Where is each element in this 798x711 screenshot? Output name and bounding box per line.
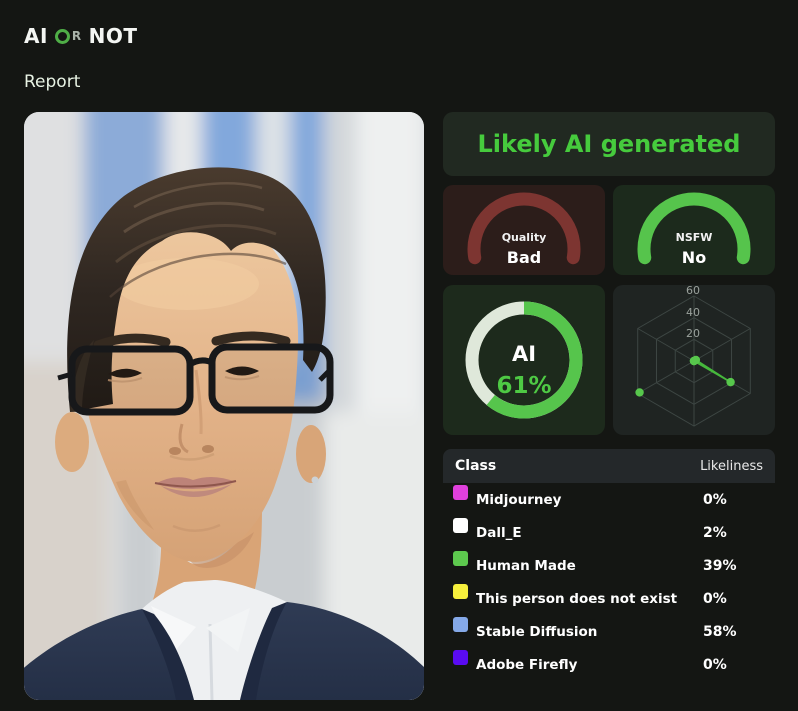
likeliness-table: Class Likeliness Midjourney 0% Dall_E 2% Hum… (443, 449, 775, 681)
ai-donut-panel: AI 61% (443, 285, 605, 435)
likeliness-value: 39% (703, 557, 737, 574)
table-row: Human Made 39% (443, 549, 775, 582)
logo-not-text: NOT (88, 24, 138, 48)
svg-text:40: 40 (686, 306, 700, 319)
gauge-nsfw: NSFW No (613, 185, 775, 275)
class-color-swatch (453, 518, 468, 533)
gauge-value: Bad (506, 248, 542, 267)
analyzed-photo (24, 112, 424, 700)
app-logo[interactable]: AI R NOT (24, 24, 138, 48)
class-label: Midjourney (476, 491, 562, 508)
table-row: Midjourney 0% (443, 483, 775, 516)
gauge-value: No (681, 248, 707, 267)
class-label: Stable Diffusion (476, 623, 598, 640)
charts-row: AI 61% 20 40 60 (443, 284, 775, 435)
radar-panel: 20 40 60 (613, 284, 775, 435)
likeliness-value: 2% (703, 524, 727, 541)
table-row: Adobe Firefly 0% (443, 648, 775, 681)
verdict-text: Likely AI generated (477, 130, 741, 158)
likeliness-value: 0% (703, 590, 727, 607)
gauges-row: Quality Bad NSFW No (443, 185, 775, 275)
class-color-swatch (453, 551, 468, 566)
table-row: Stable Diffusion 58% (443, 615, 775, 648)
class-label: Human Made (476, 557, 576, 574)
class-header: Class (455, 458, 497, 474)
gauge-label: NSFW (675, 231, 713, 244)
verdict-banner: Likely AI generated (443, 112, 775, 176)
ai-donut-label: AI (511, 342, 537, 366)
logo-or: R (54, 28, 82, 44)
class-color-swatch (453, 485, 468, 500)
likeliness-value: 58% (703, 623, 737, 640)
page-title: Report (24, 72, 81, 92)
ai-donut-percent: 61% (496, 373, 552, 399)
likeliness-header: Likeliness (700, 458, 763, 474)
logo-r-text: R (71, 29, 82, 43)
class-label: Dall_E (476, 524, 522, 541)
logo-o-ring-icon (54, 28, 70, 44)
svg-text:20: 20 (686, 327, 700, 340)
class-label: Adobe Firefly (476, 656, 578, 673)
ai-donut-chart (465, 301, 583, 419)
table-body: Midjourney 0% Dall_E 2% Human Made 39% This pe… (443, 483, 775, 681)
radar-chart: 20 40 60 (635, 284, 751, 427)
svg-text:60: 60 (686, 285, 700, 297)
gauge-label: Quality (501, 231, 547, 244)
report-panel: Likely AI generated Quality Bad NSFW No AI … (443, 112, 775, 681)
gauge-quality: Quality Bad (443, 185, 605, 275)
class-color-swatch (453, 584, 468, 599)
table-row: This person does not exist 0% (443, 582, 775, 615)
table-row: Dall_E 2% (443, 516, 775, 549)
likeliness-value: 0% (703, 491, 727, 508)
table-header: Class Likeliness (443, 449, 775, 483)
class-label: This person does not exist (476, 590, 678, 607)
class-color-swatch (453, 617, 468, 632)
class-color-swatch (453, 650, 468, 665)
portrait-image (24, 112, 424, 700)
likeliness-value: 0% (703, 656, 727, 673)
logo-ai-text: AI (24, 24, 48, 48)
